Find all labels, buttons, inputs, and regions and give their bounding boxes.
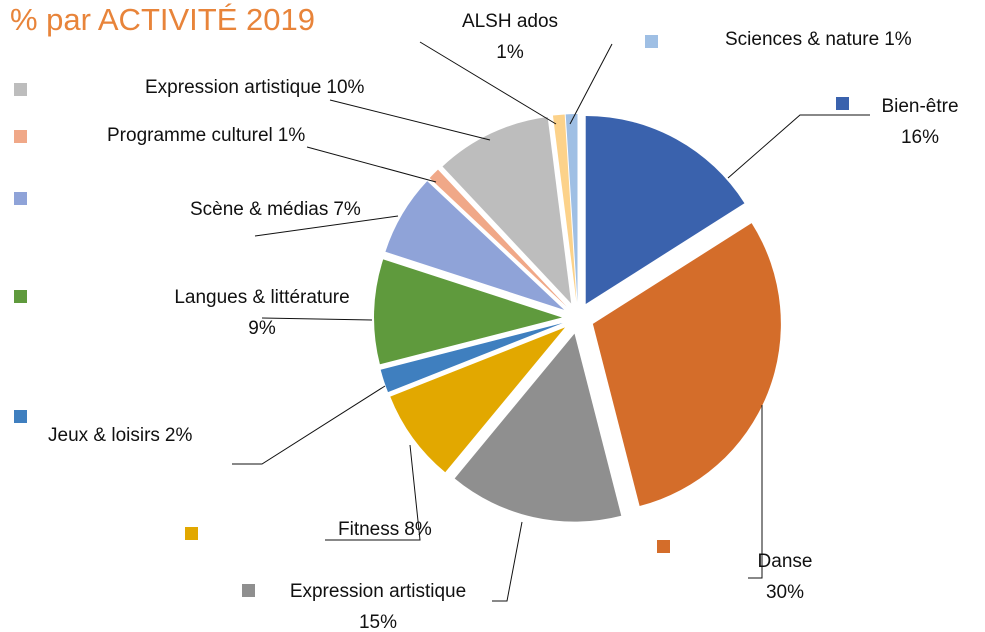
slice-label: Scène & médias [190,199,328,220]
slice-label: Bien-être [881,96,958,117]
slice-label-group: Fitness 8% [338,519,432,540]
slice-label: Danse [758,551,813,572]
legend-swatch [657,540,670,553]
leader-line [329,99,491,141]
legend-swatch [14,410,27,423]
leader-line [254,215,399,237]
leader-line [306,146,437,183]
slice-value: 8% [404,519,432,540]
legend-swatch [14,130,27,143]
slice-value: 10% [326,77,364,98]
slice-label-group: Sciences & nature 1% [725,29,912,50]
leader-line [261,317,373,321]
pie-slice [565,114,578,303]
slice-label: Expression artistique [145,77,321,98]
slice-label: Langues & littérature [174,287,349,308]
slice-label: Expression artistique [290,581,466,602]
slice-label-group: Expression artistique 10% [145,77,365,98]
slice-label: Programme culturel [107,125,273,146]
pie-slice [552,114,577,303]
legend-swatch [185,527,198,540]
legend-swatch [14,290,27,303]
slice-value: 9% [248,318,276,339]
leader-line [569,43,613,125]
leader-line [727,114,870,179]
leader-line [325,444,421,541]
legend-swatch [14,83,27,96]
slice-label-group: Scène & médias 7% [190,199,361,220]
pie-slice [374,259,563,365]
slice-value: 1% [278,125,306,146]
legend-swatch [645,35,658,48]
legend-swatch [836,97,849,110]
pie-slice [454,333,622,522]
pie-slice [585,115,745,304]
slice-label: ALSH ados [462,11,558,32]
chart-title: % par ACTIVITÉ 2019 [10,2,315,37]
pie-slice [429,169,567,307]
slice-label: Sciences & nature [725,29,879,50]
leader-line [419,41,557,125]
slice-value: 30% [766,582,804,603]
pie-slice [380,322,563,393]
leader-line [232,385,386,465]
slice-label-group: Programme culturel 1% [107,125,305,146]
legend-swatch [14,192,27,205]
pie-slice [442,117,572,304]
leader-line [492,521,523,602]
pie-slice [592,223,781,506]
slice-value: 15% [359,612,397,632]
slice-value: 1% [884,29,912,50]
legend-swatch [242,584,255,597]
slice-value: 1% [496,42,524,63]
slice-label: Fitness [338,519,399,540]
slice-label: Jeux & loisirs [48,425,160,446]
pie-slice [390,327,566,473]
pie-slice [385,181,565,310]
slice-value: 7% [333,199,361,220]
slice-value: 16% [901,127,939,148]
slice-label-group: Jeux & loisirs 2% [48,425,192,446]
slice-value: 2% [165,425,193,446]
leader-line [748,405,763,579]
